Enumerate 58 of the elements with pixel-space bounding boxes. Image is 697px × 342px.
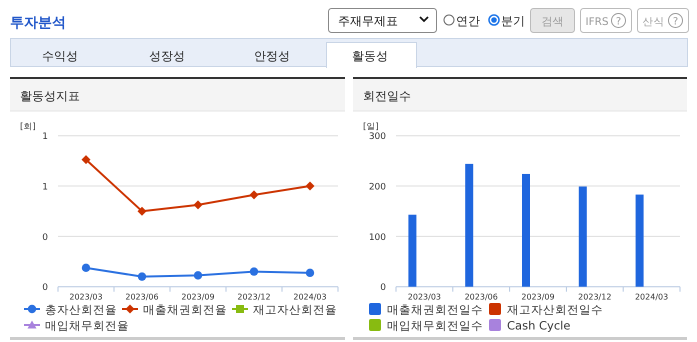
text: 검색: [542, 15, 564, 28]
text: 수익성: [42, 49, 78, 63]
x-tick-label: 2023/09: [181, 292, 215, 302]
point: [138, 272, 146, 281]
y-tick-label: 0: [42, 283, 48, 294]
x-tick-label: 2024/03: [293, 292, 327, 302]
text: 안정성: [254, 49, 290, 63]
point: [194, 200, 202, 210]
y-tick-label: 300: [368, 132, 386, 142]
y-tick-label: 1: [42, 182, 48, 193]
chart-title: 회전일수: [363, 89, 411, 103]
y-tick-label: 200: [368, 182, 386, 193]
x-tick-label: 2024/03: [634, 292, 668, 302]
text: 산식: [642, 16, 664, 28]
y-tick-label: 100: [368, 232, 386, 243]
point: [306, 182, 314, 191]
point: [82, 264, 90, 272]
bar: [522, 174, 530, 287]
x-tick-label: 2023/06: [464, 292, 498, 302]
point: [306, 268, 314, 278]
text: 연간: [456, 14, 480, 28]
legend-label: 매입채무회전율: [45, 318, 129, 332]
x-tick-label: 2023/06: [125, 292, 159, 302]
point: [138, 206, 146, 216]
text: 분기: [501, 14, 525, 28]
text: 투자분석: [10, 15, 66, 31]
text: IFRS: [586, 16, 609, 28]
bar: [578, 186, 587, 287]
bar: [636, 194, 644, 287]
y-tick-label: 0: [42, 232, 48, 243]
legend-label: 재고자산회전일수: [507, 302, 603, 316]
chart-title: 활동성지표: [20, 89, 80, 103]
text: ?: [616, 16, 622, 28]
y-tick-label: 1: [42, 132, 48, 142]
text: ?: [672, 16, 678, 28]
y-axis-title: [회]: [20, 122, 36, 132]
legend-label: 재고자산회전율: [253, 302, 337, 316]
x-tick-label: 2023/12: [578, 292, 612, 302]
legend-label: 매출채권회전일수: [387, 302, 483, 316]
legend-label: Cash Cycle: [507, 318, 570, 332]
point: [82, 155, 90, 164]
legend-label: 매입채무회전일수: [387, 318, 483, 332]
text: 성장성: [149, 49, 185, 63]
text: 주재무제표: [338, 14, 398, 28]
point: [250, 190, 258, 200]
x-tick-label: 2023/03: [408, 292, 442, 302]
bar: [465, 164, 474, 287]
x-tick-label: 2023/09: [521, 292, 555, 302]
bar: [408, 214, 416, 287]
point: [194, 271, 202, 280]
y-axis-title: [일]: [363, 122, 379, 132]
legend-label: 총자산회전율: [45, 302, 117, 316]
y-tick-label: 0: [380, 283, 386, 294]
point: [250, 267, 258, 276]
text: 활동성: [352, 49, 388, 63]
x-tick-label: 2023/12: [237, 292, 271, 302]
legend-label: 매출채권회전율: [143, 302, 227, 316]
x-tick-label: 2023/03: [69, 292, 103, 302]
